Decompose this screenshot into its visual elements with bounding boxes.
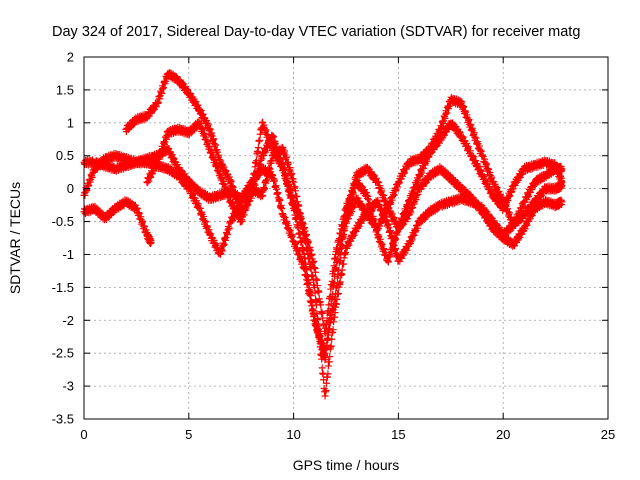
y-tick-label: -3.5 [52, 412, 74, 427]
data-points [80, 69, 566, 400]
data-series [143, 117, 566, 337]
grid-lines [84, 57, 608, 419]
data-series [80, 196, 155, 248]
y-tick-label: 1.5 [56, 82, 74, 97]
y-tick-label: 0 [67, 181, 74, 196]
x-tick-label: 20 [496, 427, 510, 442]
chart-title: Day 324 of 2017, Sidereal Day-to-day VTE… [52, 24, 580, 40]
x-axis-label: GPS time / hours [293, 457, 400, 473]
y-tick-labels: -3.5 -3 -2.5 -2 -1.5 -1 -0.5 0 0.5 1 1.5 2 [52, 50, 74, 427]
x-tick-label: 15 [391, 427, 405, 442]
x-tick-label: 25 [601, 427, 615, 442]
y-tick-label: -2 [62, 313, 74, 328]
y-tick-label: 2 [67, 50, 74, 65]
y-tick-label: 1 [67, 115, 74, 130]
x-tick-label: 10 [286, 427, 300, 442]
y-tick-label: -0.5 [52, 214, 74, 229]
x-tick-labels: 0 5 10 15 20 25 [80, 427, 615, 442]
y-tick-label: -2.5 [52, 346, 74, 361]
y-tick-label: -1.5 [52, 280, 74, 295]
y-tick-label: -3 [62, 379, 74, 394]
data-series [122, 69, 566, 364]
x-tick-label: 0 [80, 427, 87, 442]
x-tick-label: 5 [185, 427, 192, 442]
data-trace [122, 69, 566, 362]
y-tick-label: -1 [62, 247, 74, 262]
data-trace [143, 117, 566, 335]
y-axis-label: SDTVAR / TECUs [7, 182, 23, 294]
plot-frame [83, 56, 609, 420]
y-tick-label: 0.5 [56, 148, 74, 163]
data-trace [80, 196, 155, 248]
axis-ticks [83, 56, 609, 420]
